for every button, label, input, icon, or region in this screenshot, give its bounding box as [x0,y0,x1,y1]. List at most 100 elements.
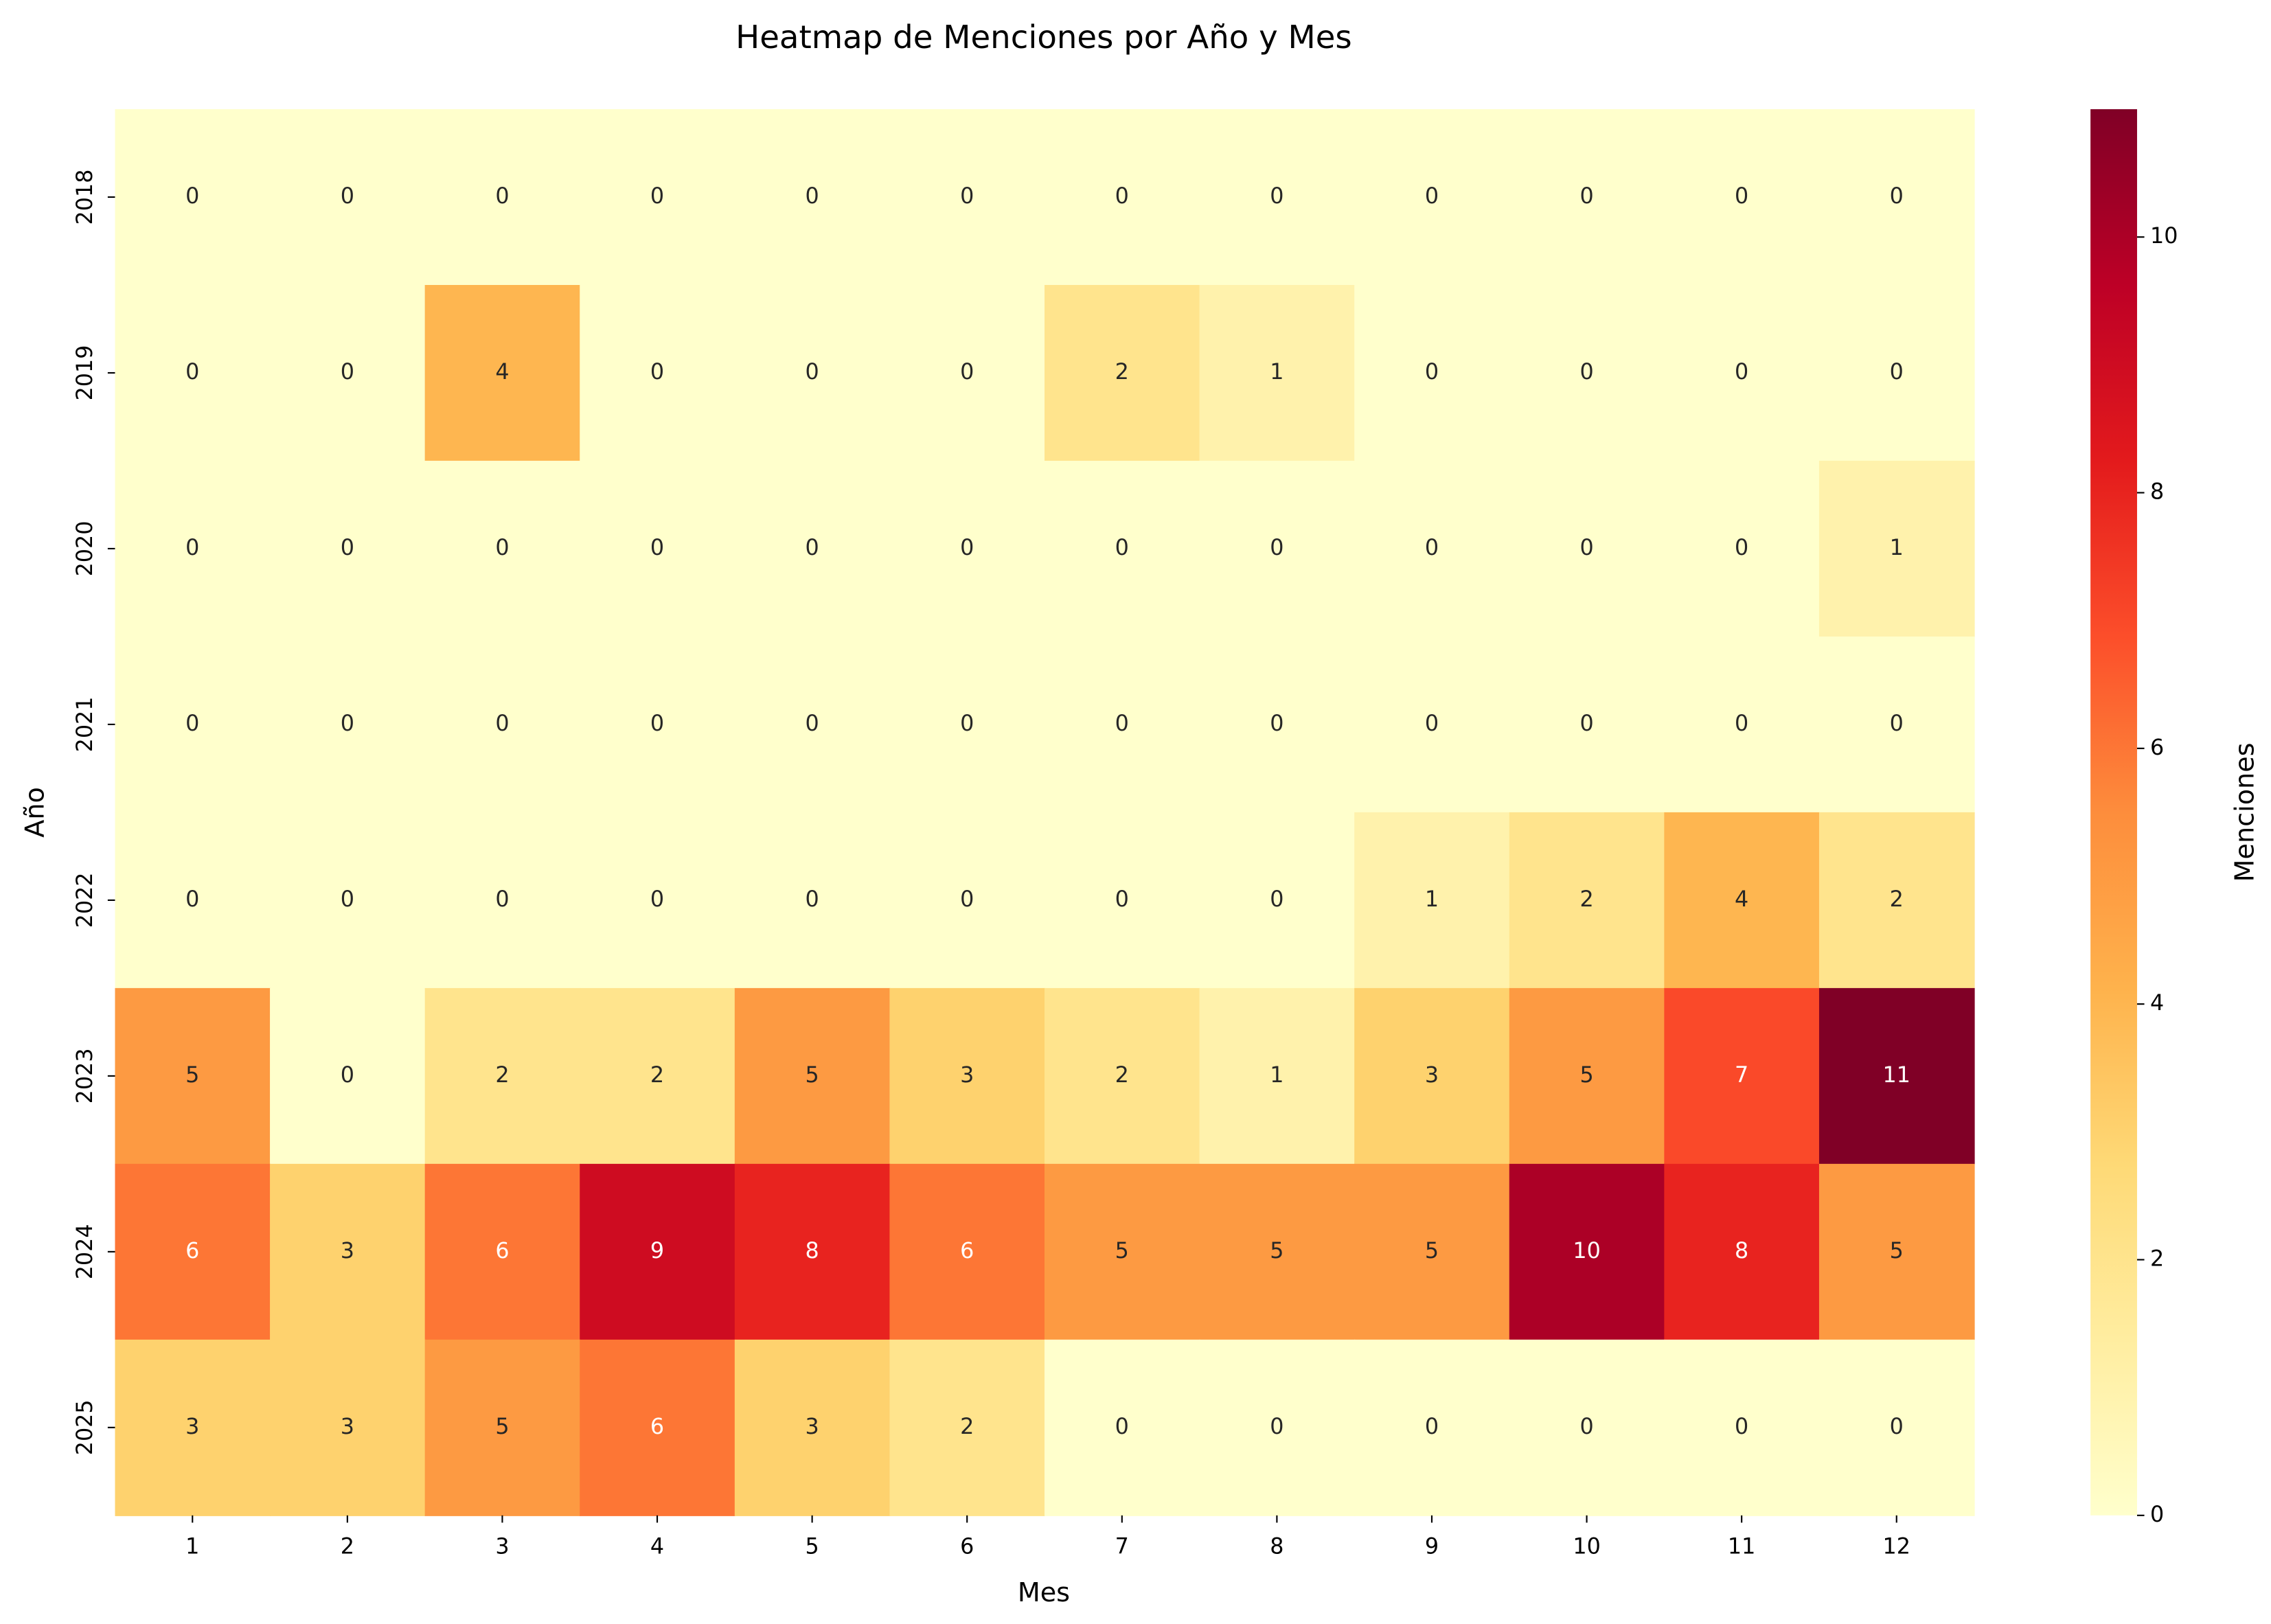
x-tick-label: 7 [1115,1533,1129,1559]
cell-label: 3 [1425,1062,1439,1088]
cell-label: 6 [495,1238,509,1263]
heatmap-cell [424,987,581,1165]
heatmap-cell [580,1339,735,1516]
heatmap-cell [734,460,891,638]
cell-label: 0 [1890,183,1904,209]
heatmap-cell [270,987,426,1165]
cell-label: 0 [495,711,509,736]
heatmap-cell [115,109,271,286]
heatmap-cell [734,1163,891,1340]
heatmap-cell [734,987,891,1165]
heatmap-cell [115,1163,271,1340]
heatmap-cell [1354,109,1510,286]
heatmap-cell [1509,1163,1665,1340]
cell-label: 0 [1425,359,1439,385]
heatmap-cell [734,812,891,989]
heatmap-cell [1509,987,1665,1165]
y-tick-label: 2023 [72,1048,98,1103]
heatmap-cell [424,636,581,813]
cell-label: 6 [185,1238,199,1263]
heatmap-cell [270,812,426,989]
cell-label: 0 [1890,1414,1904,1439]
x-tick-label: 9 [1425,1533,1439,1559]
colorbar-tick-label: 6 [2150,735,2164,760]
heatmap-cell [1664,460,1821,638]
x-tick-label: 12 [1883,1533,1910,1559]
cell-label: 8 [1735,1238,1748,1263]
cell-label: 0 [1579,711,1593,736]
cell-label: 0 [650,711,664,736]
cell-label: 0 [806,359,819,385]
heatmap-cell [1509,636,1665,813]
heatmap-cell [734,636,891,813]
cell-label: 0 [960,183,974,209]
cell-label: 0 [806,711,819,736]
cell-label: 0 [806,183,819,209]
heatmap-cell [1199,1163,1356,1340]
cell-label: 6 [960,1238,974,1263]
heatmap-cell [580,285,735,462]
cell-label: 5 [1425,1238,1439,1263]
x-tick-label: 10 [1573,1533,1600,1559]
cell-label: 1 [1270,359,1283,385]
heatmap-cell [1664,1163,1821,1340]
heatmap-cell [1199,285,1356,462]
cell-label: 1 [1425,887,1439,912]
cell-label: 3 [341,1238,354,1263]
cell-label: 0 [960,887,974,912]
cell-label: 0 [960,711,974,736]
heatmap-cell [1818,460,1975,638]
heatmap-cell [1045,636,1200,813]
heatmap-cell [1354,285,1510,462]
cell-label: 0 [1579,1414,1593,1439]
heatmap-cell [1818,1163,1975,1340]
y-tick-label: 2020 [72,521,98,577]
y-tick-label: 2022 [72,872,98,928]
heatmap-cell [1354,987,1510,1165]
cell-label: 2 [1115,359,1129,385]
heatmap-cell [889,812,1046,989]
heatmap-cell [734,109,891,286]
cell-label: 0 [1579,359,1593,385]
heatmap-cell [1045,285,1200,462]
x-tick-label: 4 [650,1533,664,1559]
heatmap-cell [580,460,735,638]
heatmap-cell [270,636,426,813]
heatmap-cell [1199,987,1356,1165]
cell-label: 0 [650,887,664,912]
cell-label: 3 [185,1414,199,1439]
cell-label: 5 [806,1062,819,1088]
heatmap-cell [580,109,735,286]
cell-label: 0 [1735,711,1748,736]
cell-label: 5 [1890,1238,1904,1263]
heatmap-cell [1818,1339,1975,1516]
heatmap-cell [1664,987,1821,1165]
cell-label: 0 [185,887,199,912]
cell-label: 0 [1735,359,1748,385]
heatmap-cell [580,987,735,1165]
heatmap-cell [1509,812,1665,989]
heatmap-cell [889,636,1046,813]
heatmap-cell [115,285,271,462]
cell-label: 5 [1270,1238,1283,1263]
heatmap-cell [1509,1339,1665,1516]
cell-label: 0 [341,887,354,912]
y-tick-label: 2025 [72,1399,98,1455]
heatmap-cell [1045,460,1200,638]
x-tick-label: 2 [341,1533,354,1559]
cell-label: 0 [1579,183,1593,209]
cell-label: 0 [495,535,509,560]
cell-label: 10 [1573,1238,1600,1263]
heatmap-cell [270,1163,426,1340]
heatmap-cell [1664,812,1821,989]
cell-label: 0 [1270,1414,1283,1439]
heatmap-cell [889,285,1046,462]
cell-label: 4 [495,359,509,385]
cell-label: 0 [1115,535,1129,560]
heatmap-cell [1199,636,1356,813]
colorbar-tick-label: 4 [2150,990,2164,1016]
cell-label: 0 [650,183,664,209]
cell-label: 0 [1115,711,1129,736]
cell-label: 6 [650,1414,664,1439]
y-tick-label: 2024 [72,1224,98,1279]
